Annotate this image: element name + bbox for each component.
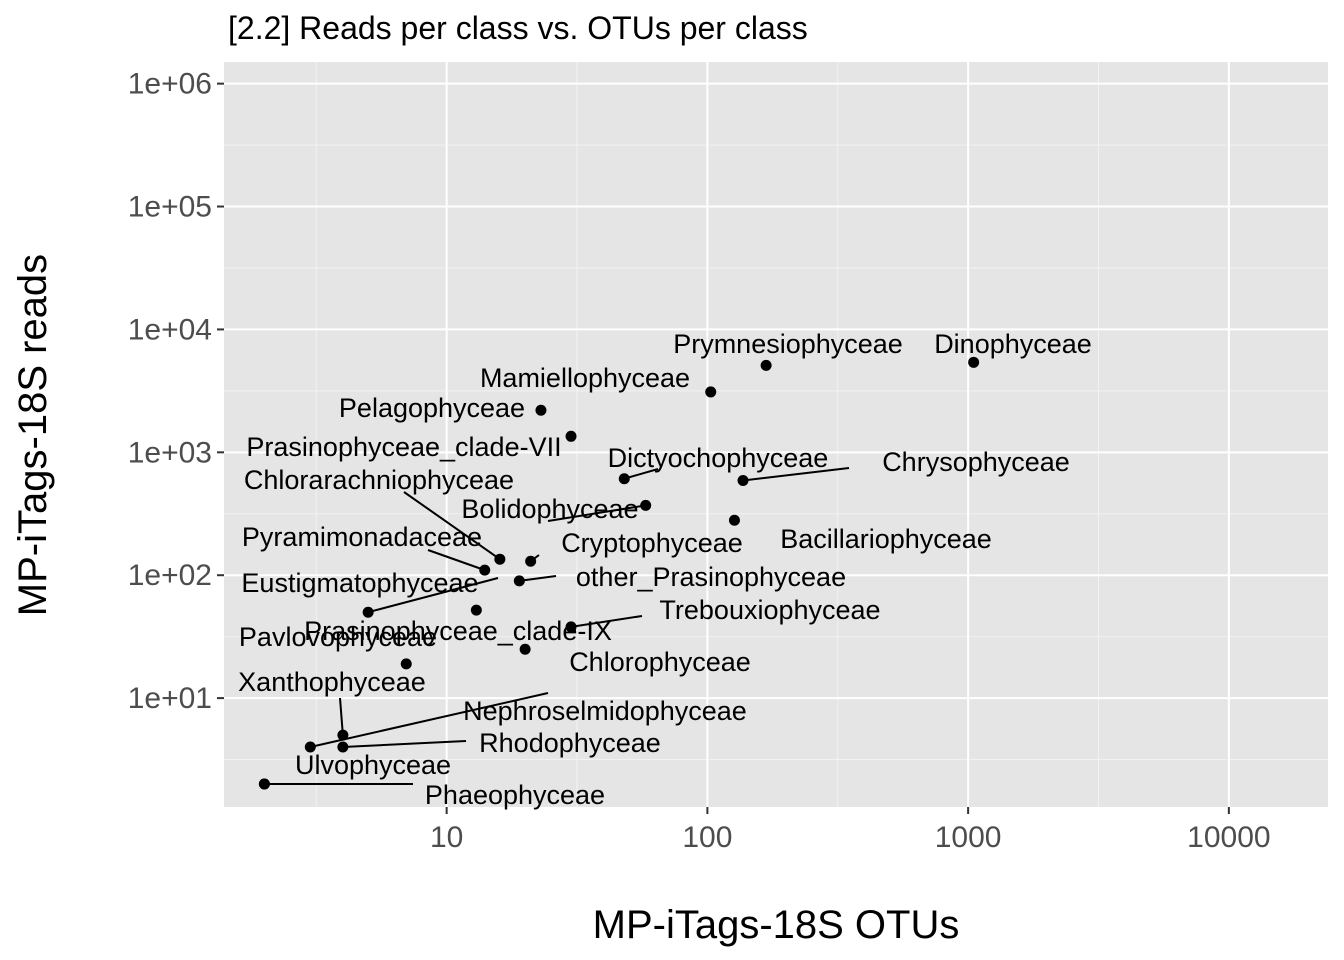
leader-line-7	[547, 504, 646, 522]
point-label-4: Prasinophyceae_clade-VII	[246, 432, 561, 462]
y-tick-label-2: 1e+03	[128, 436, 212, 469]
point-label-6: Chrysophyceae	[882, 447, 1070, 477]
data-point-6	[737, 474, 749, 486]
point-label-0: Dinophyceae	[934, 329, 1092, 359]
y-tick-label-1: 1e+02	[128, 559, 212, 592]
data-point-14	[470, 604, 482, 616]
point-label-8: Bacillariophyceae	[780, 524, 992, 554]
point-label-3: Pelagophyceae	[339, 393, 525, 423]
data-point-18	[304, 741, 316, 753]
axis-ticks	[217, 82, 1230, 814]
y-tick-label-3: 1e+04	[128, 313, 212, 346]
point-label-15: Trebouxiophyceae	[659, 595, 880, 625]
data-point-9	[494, 553, 506, 565]
point-label-22: Phaeophyceae	[425, 780, 605, 810]
data-point-4	[565, 430, 577, 442]
leader-line-12	[519, 575, 557, 582]
x-tick-label-0: 10	[430, 821, 463, 854]
point-labels: Dinophyceae Prymnesiophyceae Mamiellophyce…	[238, 329, 1092, 810]
data-point-11	[479, 564, 491, 576]
data-point-13	[362, 606, 374, 618]
point-label-19: Xanthophyceae	[238, 667, 426, 697]
x-tick-label-1: 100	[682, 821, 732, 854]
data-points	[258, 356, 980, 790]
data-point-20	[337, 741, 349, 753]
data-point-15	[565, 621, 577, 633]
grid-minor	[224, 62, 1328, 807]
data-point-3	[535, 404, 547, 416]
y-tick-label-4: 1e+05	[128, 191, 212, 224]
leader-line-5	[623, 468, 659, 480]
data-point-1	[760, 359, 772, 371]
leader-line-13	[367, 577, 499, 614]
point-label-13: Eustigmatophyceae	[241, 568, 478, 598]
leader-line-11	[427, 549, 486, 572]
data-point-10	[525, 555, 537, 567]
point-label-21: Ulvophyceae	[295, 750, 451, 780]
x-axis-title: MP-iTags-18S OTUs	[593, 903, 960, 947]
data-point-8	[728, 514, 740, 526]
point-label-17: Pavlovophyceae	[239, 622, 437, 652]
data-point-12	[513, 575, 525, 587]
point-label-16: Chlorophyceae	[569, 647, 751, 677]
leader-line-19	[339, 697, 344, 736]
point-label-9: Chlorarachniophyceae	[244, 465, 514, 495]
leader-line-9	[403, 491, 501, 561]
leader-line-15	[570, 615, 643, 628]
data-point-17	[400, 658, 412, 670]
data-point-22	[258, 778, 270, 790]
grid-major	[224, 62, 1328, 807]
point-label-1: Prymnesiophyceae	[673, 329, 903, 359]
axis-tick-labels: 10 100 1000 10000 1e+01 1e+02 1e+03 1e+04 1e+05 1…	[128, 68, 1271, 854]
y-tick-label-0: 1e+01	[128, 682, 212, 715]
plot-panel	[224, 62, 1328, 807]
data-point-2	[705, 386, 717, 398]
point-label-18: Nephroselmidophyceae	[463, 696, 747, 726]
point-label-11: Pyramimonadaceae	[242, 522, 482, 552]
data-point-7	[640, 499, 652, 511]
point-label-20: Rhodophyceae	[479, 728, 661, 758]
x-tick-label-2: 1000	[935, 821, 1002, 854]
y-axis-title: MP-iTags-18S reads	[11, 254, 55, 616]
data-point-0	[968, 356, 980, 368]
data-point-19	[337, 729, 349, 741]
point-label-14: Prasinophyceae_clade-IX	[304, 616, 612, 646]
data-point-5	[618, 473, 630, 485]
point-label-12: other_Prasinophyceae	[576, 562, 846, 592]
leader-line-6	[742, 467, 850, 482]
point-label-2: Mamiellophyceae	[480, 363, 690, 393]
point-label-10: Cryptophyceae	[561, 528, 743, 558]
point-label-7: Bolidophyceae	[461, 494, 638, 524]
data-point-16	[519, 643, 531, 655]
chart-title: [2.2] Reads per class vs. OTUs per class	[228, 10, 808, 46]
y-tick-label-5: 1e+06	[128, 68, 212, 101]
leader-line-18	[310, 692, 549, 748]
x-tick-label-3: 10000	[1187, 821, 1270, 854]
point-label-5: Dictyochophyceae	[608, 443, 829, 473]
leader-line-20	[342, 740, 467, 749]
label-leader-lines	[264, 467, 850, 786]
